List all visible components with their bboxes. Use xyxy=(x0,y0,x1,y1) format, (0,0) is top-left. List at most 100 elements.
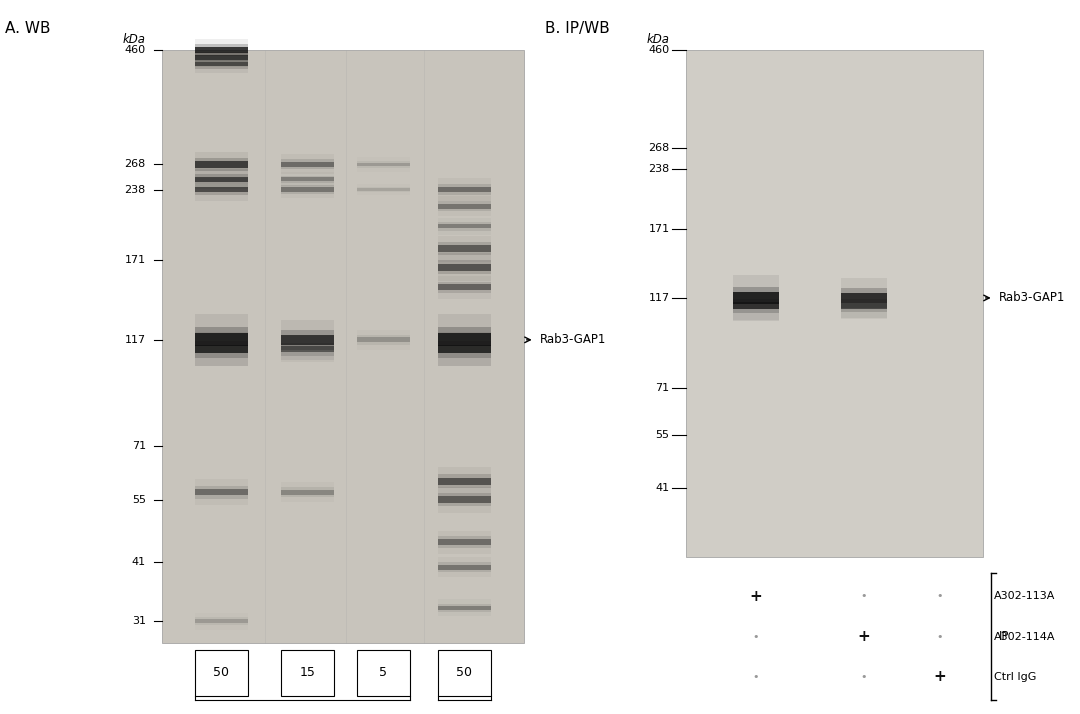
Bar xyxy=(438,332,490,366)
Bar xyxy=(733,298,779,313)
Bar xyxy=(438,183,490,195)
Bar xyxy=(195,341,247,358)
Bar xyxy=(282,343,334,356)
Text: 268: 268 xyxy=(124,159,146,169)
Bar xyxy=(438,327,490,353)
Bar xyxy=(195,151,247,177)
Bar xyxy=(357,337,409,342)
Bar xyxy=(282,650,334,696)
Bar xyxy=(195,650,247,696)
Bar xyxy=(438,201,490,211)
Bar xyxy=(282,181,334,198)
Text: A. WB: A. WB xyxy=(5,21,51,36)
Bar xyxy=(438,557,490,577)
Bar xyxy=(438,467,490,496)
Bar xyxy=(438,562,490,572)
Text: •: • xyxy=(936,591,943,601)
Bar xyxy=(282,490,334,495)
Text: kDa: kDa xyxy=(123,34,146,46)
Bar xyxy=(195,158,247,171)
Bar xyxy=(686,50,983,557)
Text: 41: 41 xyxy=(656,483,670,493)
Bar xyxy=(282,320,334,360)
Bar xyxy=(195,617,247,625)
Bar xyxy=(438,333,490,346)
Text: 460: 460 xyxy=(648,45,670,55)
Bar xyxy=(438,496,490,503)
Bar xyxy=(438,493,490,506)
Bar xyxy=(195,332,247,366)
Bar xyxy=(438,281,490,293)
Bar xyxy=(438,263,490,271)
Bar xyxy=(733,275,779,321)
Bar xyxy=(195,333,247,346)
Bar xyxy=(195,62,247,66)
Bar xyxy=(438,565,490,570)
Bar xyxy=(195,489,247,496)
Bar xyxy=(438,236,490,261)
Bar xyxy=(438,186,490,192)
Bar xyxy=(195,47,247,67)
Bar xyxy=(162,50,524,643)
Bar xyxy=(841,278,887,318)
Bar xyxy=(438,224,490,228)
Bar xyxy=(282,177,334,181)
Text: IP: IP xyxy=(999,630,1010,643)
Text: +: + xyxy=(933,669,946,685)
Bar xyxy=(841,293,887,318)
Bar xyxy=(438,260,490,274)
Bar xyxy=(195,60,247,69)
Bar xyxy=(195,56,247,73)
Text: 71: 71 xyxy=(656,383,670,393)
Bar xyxy=(438,284,490,290)
Text: •: • xyxy=(936,632,943,642)
Text: 238: 238 xyxy=(124,184,146,194)
Text: T: T xyxy=(460,713,469,714)
Bar xyxy=(357,186,409,192)
Bar xyxy=(438,531,490,553)
Text: 55: 55 xyxy=(132,495,146,505)
Bar xyxy=(438,203,490,208)
Bar xyxy=(282,346,334,352)
Bar xyxy=(282,487,334,497)
Text: +: + xyxy=(750,588,762,604)
Bar xyxy=(195,345,247,353)
Bar xyxy=(282,336,334,362)
Bar xyxy=(282,176,334,183)
Text: 171: 171 xyxy=(648,224,670,234)
Bar xyxy=(195,183,247,195)
Bar xyxy=(195,169,247,189)
Bar xyxy=(195,52,247,62)
Bar xyxy=(357,650,409,696)
Bar xyxy=(438,487,490,513)
Bar xyxy=(282,187,334,191)
Bar xyxy=(438,178,490,201)
Bar xyxy=(357,183,409,195)
Bar xyxy=(195,479,247,505)
Bar xyxy=(282,172,334,186)
Text: •: • xyxy=(753,632,759,642)
Bar xyxy=(195,44,247,56)
Text: 15: 15 xyxy=(300,666,315,680)
Text: 50: 50 xyxy=(457,666,472,680)
Bar xyxy=(195,186,247,192)
Bar xyxy=(438,222,490,231)
Bar xyxy=(841,288,887,308)
Bar xyxy=(282,335,334,345)
Bar xyxy=(282,159,334,169)
Text: 268: 268 xyxy=(648,143,670,153)
Text: 171: 171 xyxy=(124,254,146,264)
Bar xyxy=(438,242,490,255)
Text: Rab3-GAP1: Rab3-GAP1 xyxy=(540,333,606,346)
Bar xyxy=(733,291,779,320)
Bar xyxy=(195,486,247,498)
Bar xyxy=(195,161,247,168)
Bar xyxy=(438,603,490,612)
Bar xyxy=(357,188,409,191)
Bar xyxy=(282,154,334,174)
Bar xyxy=(438,474,490,488)
Text: 31: 31 xyxy=(132,616,146,626)
Text: kDa: kDa xyxy=(647,34,670,46)
Bar xyxy=(195,327,247,353)
Bar xyxy=(733,286,779,309)
